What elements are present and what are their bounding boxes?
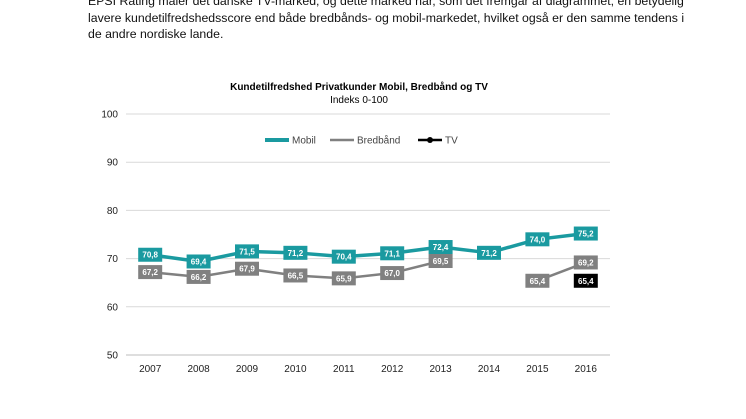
legend: Mobil Bredbånd TV [265, 135, 458, 147]
legend-marker-tv [427, 137, 433, 143]
chart-subtitle: Indeks 0-100 [330, 95, 388, 106]
data-point-mobil [525, 232, 550, 247]
data-label-mobil: 71,2 [481, 249, 497, 258]
data-point-bredbånd [138, 265, 163, 280]
x-tick-label: 2014 [478, 364, 501, 375]
data-label-mobil: 71,1 [384, 249, 400, 258]
intro-line-2: lavere kundetilfredshedsscore end både b… [88, 10, 685, 25]
data-point-bredbånd [428, 254, 453, 269]
intro-line-3: de andre nordiske lande. [88, 27, 224, 41]
data-point-bredbånd [283, 268, 308, 283]
data-label-bredbånd: 67,9 [239, 265, 255, 274]
intro-text: EPSI Rating måler det danske TV-marked, … [88, 0, 688, 43]
data-label-bredbånd: 67,2 [142, 268, 158, 277]
data-label-mobil: 71,5 [239, 247, 255, 256]
y-tick-label: 90 [107, 158, 119, 169]
data-point-bredbånd [235, 261, 259, 276]
y-tick-label: 50 [107, 351, 119, 362]
x-tick-label: 2016 [575, 364, 598, 375]
y-tick-label: 70 [107, 254, 119, 265]
legend-label-tv: TV [445, 136, 458, 147]
gridlines [126, 113, 610, 356]
data-label-bredbånd: 69,2 [578, 258, 594, 267]
x-tick-label: 2008 [187, 364, 210, 375]
data-point-mobil [283, 245, 308, 260]
data-point-tv [573, 273, 598, 288]
data-point-mobil [428, 240, 453, 255]
data-label-mobil: 70,4 [336, 253, 352, 262]
data-point-bredbånd [525, 273, 550, 288]
x-tick-label: 2013 [429, 364, 452, 375]
data-label-mobil: 71,2 [288, 249, 304, 258]
series-layer: 70,8 69,4 71,5 71,2 70,4 71,1 72,4 71,2 74,0 75,2… [138, 226, 598, 288]
data-label-bredbånd: 66,2 [191, 273, 207, 282]
data-label-bredbånd: 65,9 [336, 274, 352, 283]
data-point-mobil [573, 226, 598, 241]
data-point-mobil [186, 254, 211, 269]
y-tick-label: 100 [101, 110, 118, 121]
x-tick-label: 2009 [236, 364, 259, 375]
y-axis: 50 60 70 80 90 100 [101, 110, 118, 362]
data-label-bredbånd: 67,0 [384, 269, 400, 278]
data-point-bredbånd [380, 266, 405, 281]
data-point-bredbånd [573, 255, 598, 270]
data-label-mobil: 70,8 [142, 251, 158, 260]
data-point-mobil [138, 247, 163, 262]
data-label-bredbånd: 66,5 [288, 271, 304, 280]
x-tick-label: 2011 [333, 364, 355, 375]
data-label-bredbånd: 65,4 [530, 277, 546, 286]
y-tick-label: 80 [107, 206, 119, 217]
x-tick-label: 2010 [284, 364, 307, 375]
y-tick-label: 60 [107, 302, 119, 313]
legend-label-bredbånd: Bredbånd [357, 135, 400, 147]
data-label-mobil: 75,2 [578, 230, 594, 239]
data-label-tv: 65,4 [578, 277, 594, 286]
data-point-mobil [331, 249, 356, 264]
data-point-mobil [477, 245, 501, 260]
data-point-bredbånd [186, 269, 211, 284]
intro-line-1: EPSI Rating måler det danske TV-marked, … [88, 0, 684, 8]
data-label-mobil: 69,4 [191, 257, 207, 266]
series-line-mobil [149, 231, 587, 264]
x-tick-label: 2015 [526, 364, 549, 375]
x-axis: 2007 2008 2009 2010 2011 2012 2013 2014 2015 2016 [139, 364, 597, 375]
data-point-mobil [235, 244, 259, 259]
data-point-bredbånd [331, 271, 356, 286]
data-label-mobil: 72,4 [433, 243, 449, 252]
x-tick-label: 2007 [139, 364, 162, 375]
x-tick-label: 2012 [381, 364, 404, 375]
data-label-mobil: 74,0 [530, 235, 546, 244]
data-point-mobil [380, 246, 405, 261]
legend-label-mobil: Mobil [292, 136, 316, 147]
data-label-bredbånd: 69,5 [433, 257, 449, 266]
chart-title: Kundetilfredshed Privatkunder Mobil, Bre… [230, 81, 488, 93]
